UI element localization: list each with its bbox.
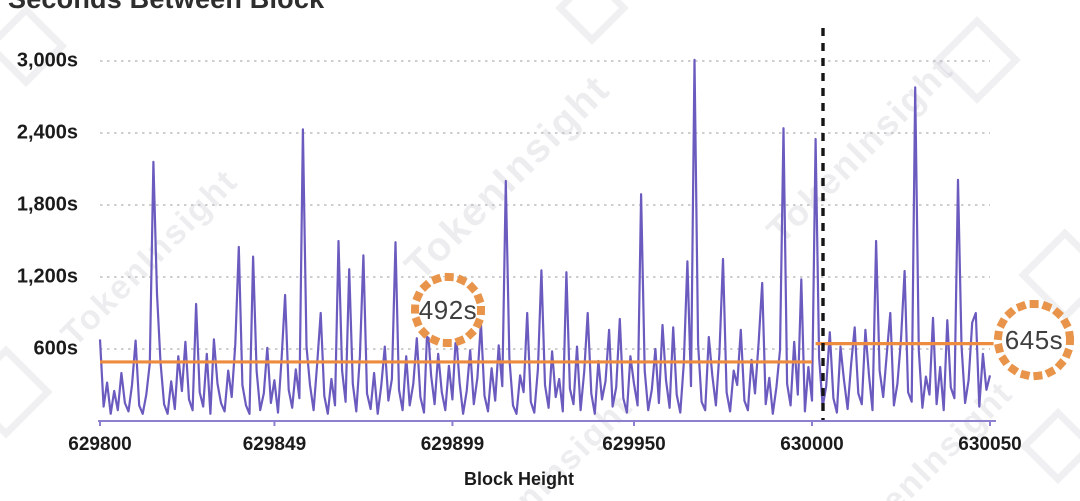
- x-axis-title: Block Height: [463, 469, 574, 489]
- x-tick-label: 629849: [242, 434, 307, 455]
- x-tick-label: 629950: [602, 434, 666, 455]
- data-line: [98, 58, 992, 415]
- annotation-ring: [994, 300, 1074, 380]
- y-tick-label: 2,400s: [16, 121, 78, 144]
- y-tick-label: 600s: [33, 337, 79, 360]
- y-tick-label: 3,000s: [16, 49, 78, 72]
- x-tick-label: 629800: [68, 434, 132, 455]
- y-tick-label: 1,800s: [16, 193, 78, 216]
- x-tick-label: 630000: [780, 434, 844, 455]
- x-tick-label: 630050: [958, 434, 1022, 455]
- x-tick-label: 629899: [420, 434, 485, 455]
- chart-title: Seconds Between Block: [8, 0, 324, 15]
- average-annotation-before: 492s: [418, 294, 478, 325]
- y-tick-label: 1,200s: [16, 265, 78, 288]
- average-annotation-after: 645s: [1004, 324, 1064, 355]
- annotation-ring: [411, 273, 485, 347]
